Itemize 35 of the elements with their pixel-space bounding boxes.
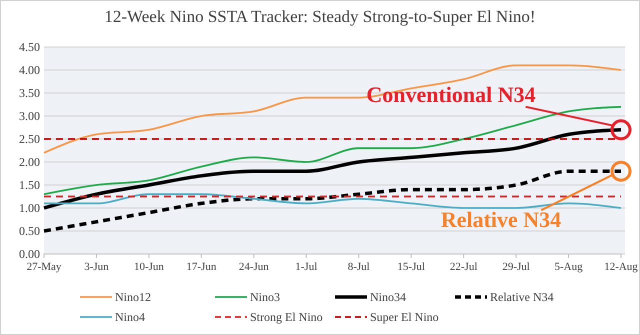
x-tick-label: 27-May [26, 260, 62, 273]
y-tick-label: 2.50 [19, 132, 40, 146]
x-tick-label: 8-Jul [348, 260, 370, 273]
chart-title: 12-Week Nino SSTA Tracker: Steady Strong-to-Super El Nino! [104, 7, 536, 26]
legend-label: Relative N34 [490, 290, 554, 304]
x-tick-label: 29-Jul [502, 260, 530, 273]
legend-label: Nino3 [250, 290, 280, 304]
y-tick-label: 3.50 [19, 86, 40, 100]
y-tick-label: 4.50 [19, 40, 40, 54]
x-tick-label: 5-Aug [554, 260, 584, 273]
x-tick-label: 15-Jul [397, 260, 425, 273]
y-tick-label: 0.50 [19, 224, 40, 238]
line-series [43, 106, 622, 196]
y-tick-label: 0.00 [19, 246, 40, 261]
x-tick-label: 3-Jun [84, 260, 110, 273]
annotation: Relative N34 [440, 207, 562, 232]
y-tick-label: 2.00 [19, 154, 40, 169]
legend-label: Super El Nino [370, 310, 439, 324]
x-tick-label: 1-Jul [295, 260, 318, 273]
x-tick-label: 17-Jun [186, 260, 217, 273]
legend-label: Nino12 [115, 290, 151, 304]
legend-label: Strong El Nino [250, 310, 323, 324]
line-series [43, 64, 622, 154]
x-tick-label: 12-Aug [604, 260, 638, 273]
line-series [43, 193, 622, 209]
legend-label: Nino34 [370, 290, 406, 304]
y-tick-label: 1.50 [19, 178, 40, 192]
annotation: Conventional N34 [366, 82, 536, 107]
y-tick-label: 4.00 [19, 62, 40, 77]
x-tick-label: 10-Jun [134, 260, 164, 273]
x-tick-label: 24-Jun [238, 260, 270, 273]
y-tick-label: 1.00 [19, 200, 40, 215]
legend-label: Nino4 [115, 310, 145, 324]
x-tick-label: 22-Jul [450, 260, 478, 273]
y-tick-label: 3.00 [19, 108, 40, 123]
